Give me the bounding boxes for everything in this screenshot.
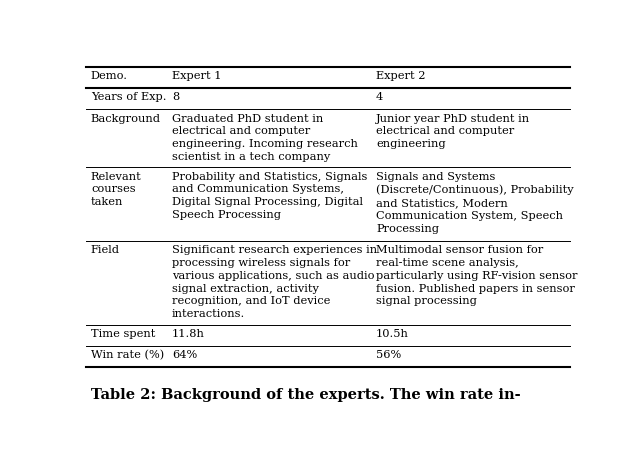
Text: Graduated PhD student in
electrical and computer
engineering. Incoming research
: Graduated PhD student in electrical and … xyxy=(172,114,358,162)
Text: Table 2: Background of the experts. The win rate in-: Table 2: Background of the experts. The … xyxy=(91,388,520,402)
Text: Field: Field xyxy=(91,245,120,255)
Text: Win rate (%): Win rate (%) xyxy=(91,350,164,360)
Text: Years of Exp.: Years of Exp. xyxy=(91,92,166,102)
Text: Demo.: Demo. xyxy=(91,71,128,81)
Text: 10.5h: 10.5h xyxy=(376,329,409,339)
Text: Expert 1: Expert 1 xyxy=(172,71,221,81)
Text: 11.8h: 11.8h xyxy=(172,329,205,339)
Text: Expert 2: Expert 2 xyxy=(376,71,426,81)
Text: Time spent: Time spent xyxy=(91,329,156,339)
Text: Significant research experiences in
processing wireless signals for
various appl: Significant research experiences in proc… xyxy=(172,245,377,319)
Text: 8: 8 xyxy=(172,92,179,102)
Text: Probability and Statistics, Signals
and Communication Systems,
Digital Signal Pr: Probability and Statistics, Signals and … xyxy=(172,172,367,220)
Text: Relevant
courses
taken: Relevant courses taken xyxy=(91,172,141,207)
Text: Signals and Systems
(Discrete/Continuous), Probability
and Statistics, Modern
Co: Signals and Systems (Discrete/Continuous… xyxy=(376,172,573,233)
Text: 56%: 56% xyxy=(376,350,401,360)
Text: 4: 4 xyxy=(376,92,383,102)
Text: Background: Background xyxy=(91,114,161,123)
Text: Junior year PhD student in
electrical and computer
engineering: Junior year PhD student in electrical an… xyxy=(376,114,530,149)
Text: 64%: 64% xyxy=(172,350,197,360)
Text: Multimodal sensor fusion for
real-time scene analysis,
particularly using RF-vis: Multimodal sensor fusion for real-time s… xyxy=(376,245,578,306)
